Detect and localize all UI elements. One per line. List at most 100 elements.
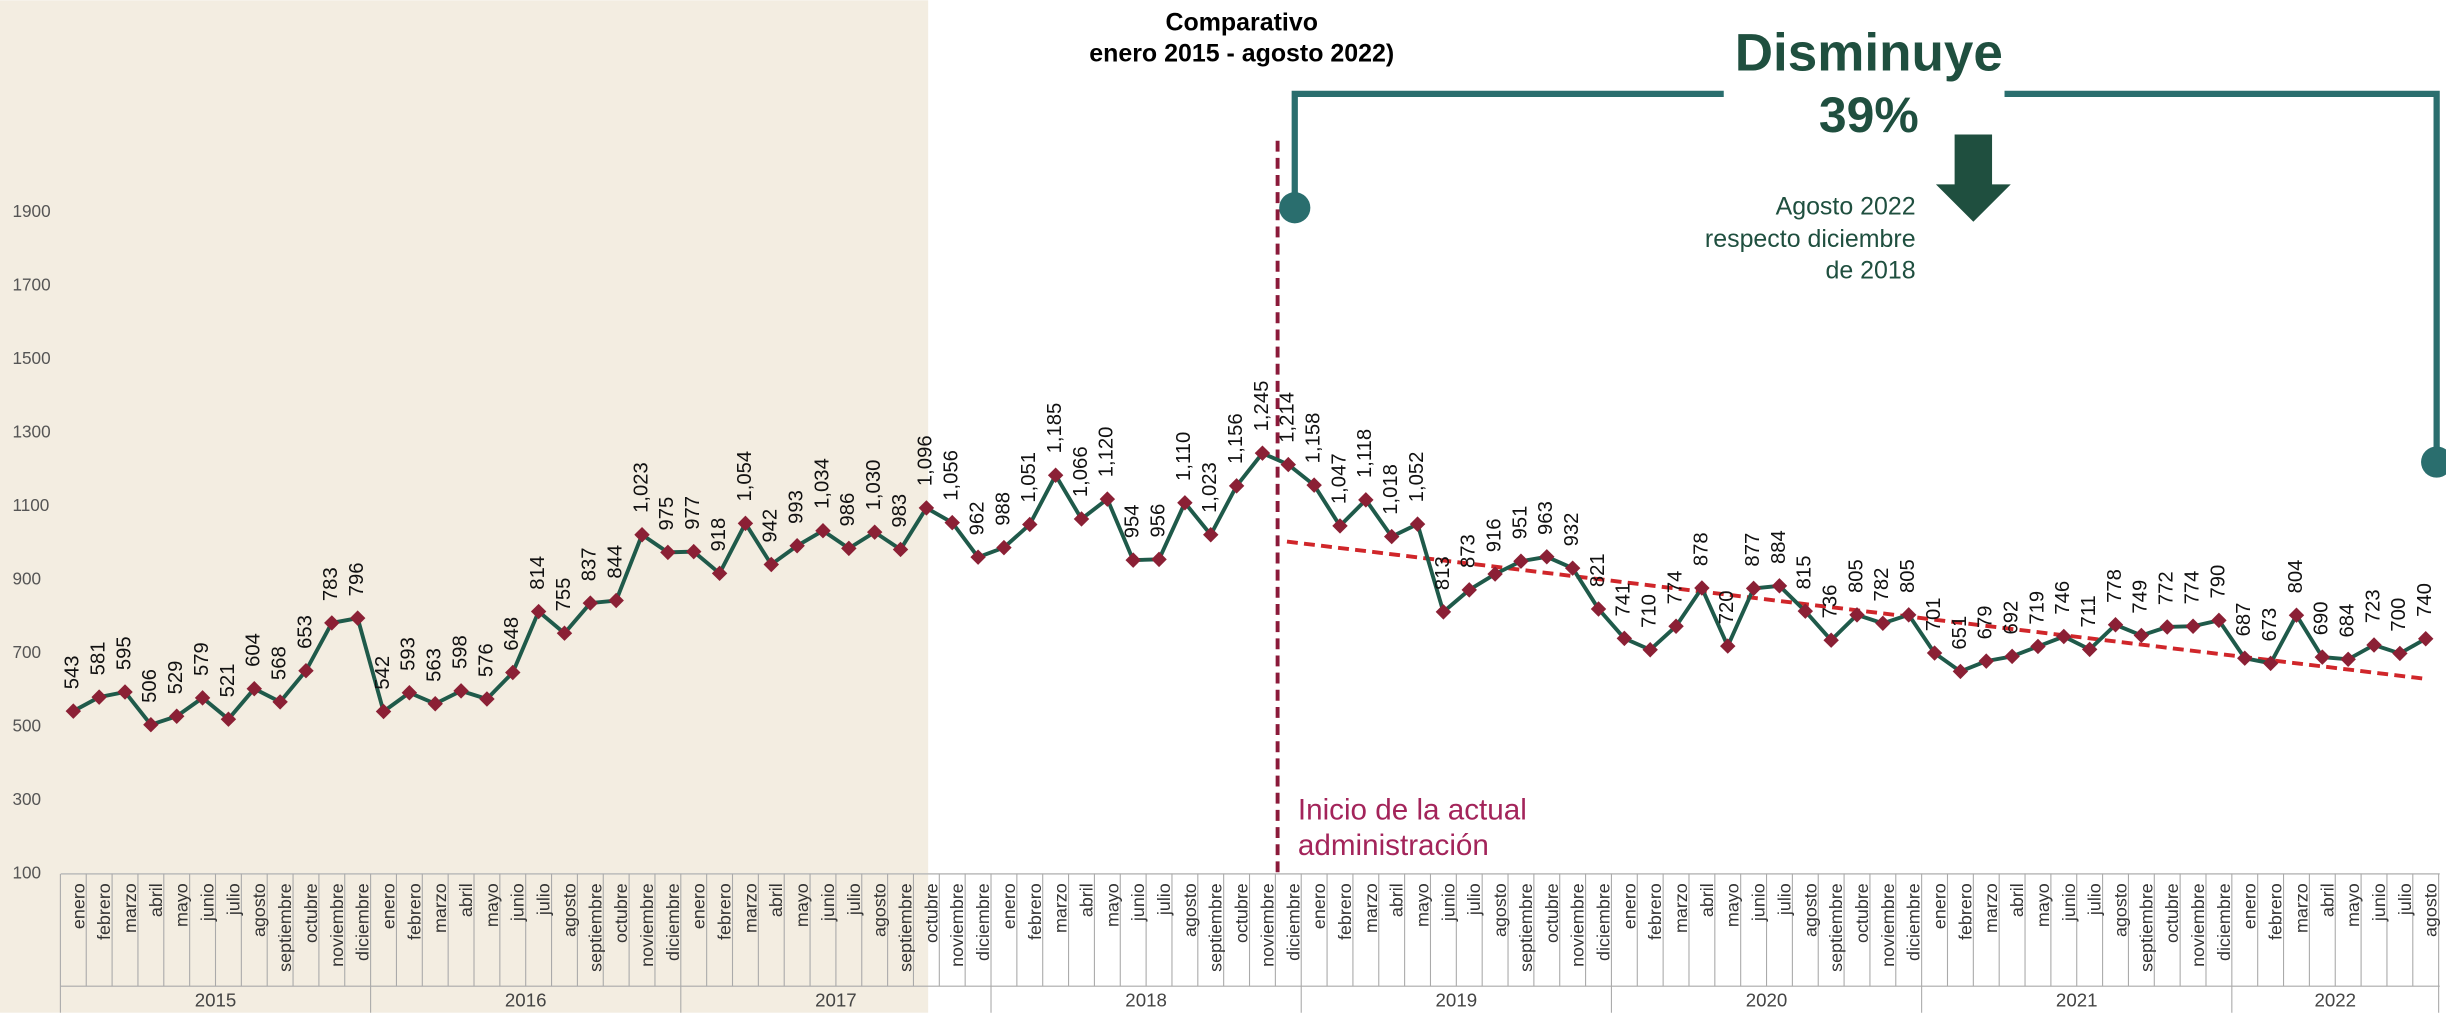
data-label: 790: [2207, 565, 2229, 599]
data-point: [634, 527, 650, 543]
x-tick-label: julio: [2395, 883, 2415, 916]
data-label: 701: [1923, 597, 1945, 631]
data-label: 977: [682, 496, 704, 530]
x-tick-label: junio: [508, 883, 528, 922]
x-tick-label: agosto: [249, 883, 269, 937]
y-tick-label: 1300: [12, 422, 50, 442]
x-tick-label: septiembre: [275, 883, 295, 972]
x-tick-label: noviembre: [2188, 883, 2208, 967]
data-label: 1,056: [941, 450, 963, 501]
x-tick-label: junio: [1749, 883, 1769, 922]
data-point: [2392, 645, 2408, 662]
data-label: 844: [605, 545, 627, 579]
data-point: [866, 524, 883, 540]
data-label: 598: [449, 635, 471, 669]
x-tick-label: julio: [1154, 883, 1174, 916]
bracket-end: [1279, 192, 1311, 224]
x-tick-label: febrero: [1025, 883, 1045, 940]
x-tick-label: diciembre: [1593, 883, 1613, 961]
data-label: 581: [88, 641, 110, 675]
data-point: [1745, 580, 1762, 597]
data-point: [117, 684, 133, 700]
year-label: 2019: [1436, 990, 1478, 1011]
data-label: 814: [527, 556, 549, 590]
x-tick-label: enero: [1309, 883, 1329, 929]
x-tick-label: julio: [1464, 883, 1484, 916]
data-point: [1797, 603, 1814, 619]
y-tick-label: 900: [12, 568, 41, 588]
x-tick-label: abril: [2007, 883, 2027, 917]
data-label: 1,023: [1199, 462, 1221, 513]
data-label: 918: [708, 518, 730, 552]
data-point: [1513, 553, 1529, 569]
data-point: [1952, 663, 1969, 680]
x-tick-label: agosto: [2421, 883, 2441, 937]
data-label: 821: [1587, 553, 1609, 587]
x-tick-label: julio: [1774, 883, 1794, 916]
data-label: 684: [2337, 604, 2359, 638]
data-point: [1849, 607, 1865, 623]
data-point: [479, 691, 495, 707]
data-point: [2417, 631, 2434, 647]
data-label: 877: [1742, 533, 1764, 567]
x-tick-label: junio: [1438, 883, 1458, 922]
data-label: 1,030: [863, 460, 885, 511]
data-label: 1,034: [811, 458, 833, 509]
data-point: [1487, 566, 1503, 582]
data-point: [453, 683, 469, 699]
data-point: [841, 540, 857, 557]
data-point: [711, 565, 728, 582]
x-tick-label: marzo: [740, 883, 760, 933]
data-label: 1,118: [1354, 429, 1376, 478]
data-label: 956: [1147, 504, 1169, 538]
background-panel: [0, 0, 929, 1013]
data-label: 804: [2285, 560, 2307, 594]
x-tick-label: marzo: [1051, 883, 1071, 933]
data-label: 837: [579, 547, 601, 581]
x-tick-label: diciembre: [973, 883, 993, 961]
data-label: 720: [1716, 590, 1738, 624]
data-point: [349, 610, 366, 626]
data-point: [375, 703, 392, 720]
x-tick-label: enero: [999, 883, 1019, 929]
data-label: 723: [2362, 589, 2384, 623]
x-tick-label: enero: [68, 883, 88, 929]
data-point: [1539, 549, 1555, 565]
x-tick-label: junio: [818, 883, 838, 922]
x-tick-label: febrero: [715, 883, 735, 940]
x-tick-label: octubre: [611, 883, 631, 943]
data-label: 711: [2078, 595, 2100, 627]
data-point: [970, 549, 986, 565]
y-tick-label: 1900: [12, 201, 50, 221]
data-point: [2237, 650, 2253, 666]
x-tick-label: abril: [1387, 883, 1407, 917]
x-tick-label: agosto: [1180, 883, 1200, 937]
data-label: 1,066: [1070, 446, 1092, 497]
data-point: [1358, 492, 1374, 508]
data-point: [2185, 618, 2201, 634]
x-tick-label: febrero: [2266, 883, 2286, 940]
x-tick-label: octubre: [2162, 883, 2182, 943]
bracket: [1291, 90, 1724, 208]
chart-subtitle: enero 2015 - agosto 2022): [1089, 39, 1394, 67]
x-tick-label: marzo: [1981, 883, 2001, 933]
data-label: 1,051: [1018, 452, 1040, 503]
data-label: 778: [2104, 569, 2126, 603]
x-tick-label: agosto: [870, 883, 890, 937]
data-label: 796: [346, 562, 368, 596]
x-tick-label: agosto: [1490, 883, 1510, 937]
data-label: 782: [1871, 568, 1893, 602]
data-label: 687: [2233, 603, 2255, 637]
x-tick-label: diciembre: [1904, 883, 1924, 961]
data-label: 932: [1561, 513, 1583, 547]
x-tick-label: febrero: [404, 883, 424, 940]
data-point: [1926, 645, 1943, 661]
data-label: 1,120: [1096, 427, 1118, 478]
data-point: [246, 680, 262, 697]
data-point: [1177, 495, 1193, 511]
x-tick-label: febrero: [1335, 883, 1355, 940]
data-point: [2081, 641, 2098, 658]
data-label: 595: [113, 636, 135, 670]
data-label: 604: [243, 633, 265, 667]
year-label: 2021: [2056, 990, 2098, 1011]
